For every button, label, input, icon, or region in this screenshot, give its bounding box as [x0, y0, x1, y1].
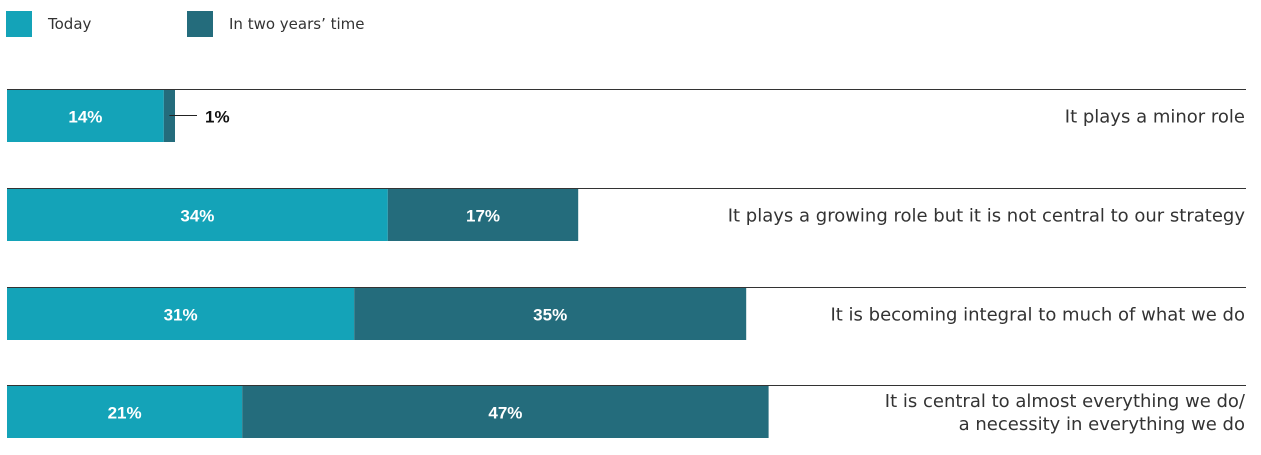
bar-today-1: [7, 90, 164, 142]
value-label-today-3: 31%: [164, 306, 198, 325]
legend-label-future: In two years’ time: [229, 15, 365, 33]
legend-swatch-today: [6, 11, 32, 37]
legend-label-today: Today: [48, 15, 92, 33]
value-label-today-4: 21%: [108, 404, 142, 423]
bar-future-3: [354, 288, 747, 340]
value-label-future-4: 47%: [488, 404, 522, 423]
category-label-4-line-2: a necessity in everything we do: [959, 414, 1245, 435]
value-label-future-1: 1%: [205, 108, 230, 127]
value-label-today-1: 14%: [68, 108, 102, 127]
bar-today-4: [7, 386, 243, 438]
bar-future-4: [242, 386, 769, 438]
value-label-today-2: 34%: [180, 207, 214, 226]
bar-today-2: [7, 189, 388, 241]
category-label-3: It is becoming integral to much of what …: [830, 305, 1245, 326]
bar-future-2: [387, 189, 579, 241]
value-label-future-2: 17%: [466, 207, 500, 226]
category-label-2: It plays a growing role but it is not ce…: [728, 206, 1246, 227]
legend-swatch-future: [187, 11, 213, 37]
value-label-future-3: 35%: [533, 306, 567, 325]
category-label-4-line-1: It is central to almost everything we do…: [885, 391, 1246, 412]
bar-today-3: [7, 288, 355, 340]
category-label-1: It plays a minor role: [1065, 107, 1245, 128]
